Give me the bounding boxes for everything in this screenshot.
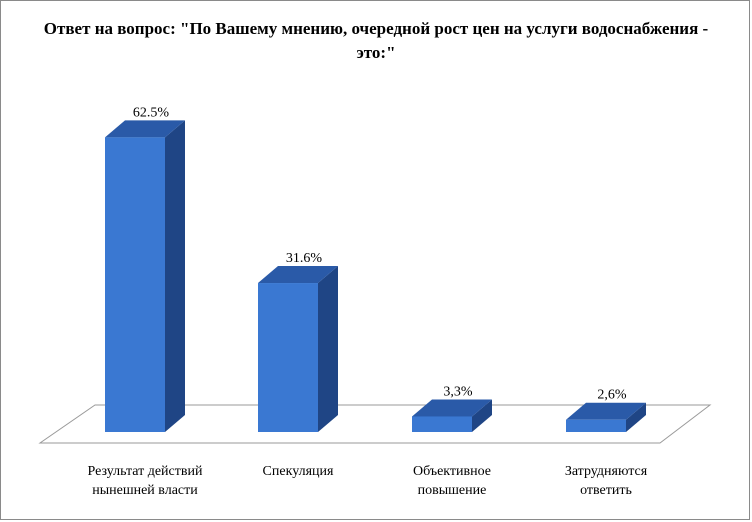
data-label: 2,6% — [597, 388, 627, 403]
bar-top — [566, 402, 646, 420]
bar-side — [626, 402, 646, 432]
category-label: Спекуляция — [263, 464, 334, 479]
bar — [566, 419, 626, 432]
bar-top — [258, 266, 338, 284]
chart-floor — [38, 404, 712, 444]
bar-side — [165, 120, 185, 432]
category-label: Результат действий — [88, 464, 203, 479]
data-label: 62.5% — [133, 105, 170, 120]
bar-top — [412, 399, 492, 417]
category-label: Объективное — [413, 464, 491, 479]
bar-top — [105, 120, 185, 138]
bar — [105, 137, 165, 432]
chart-title: Ответ на вопрос: "По Вашему мнению, очер… — [43, 19, 709, 62]
bar-side — [318, 266, 338, 432]
data-label: 31.6% — [286, 251, 323, 266]
category-label: Затрудняются — [565, 464, 648, 479]
category-label: нынешней власти — [92, 483, 198, 498]
category-label: повышение — [418, 483, 487, 498]
bar — [412, 416, 472, 432]
data-label: 3,3% — [443, 384, 473, 399]
category-label: ответить — [580, 483, 632, 498]
bar — [258, 283, 318, 432]
bar-side — [472, 399, 492, 432]
